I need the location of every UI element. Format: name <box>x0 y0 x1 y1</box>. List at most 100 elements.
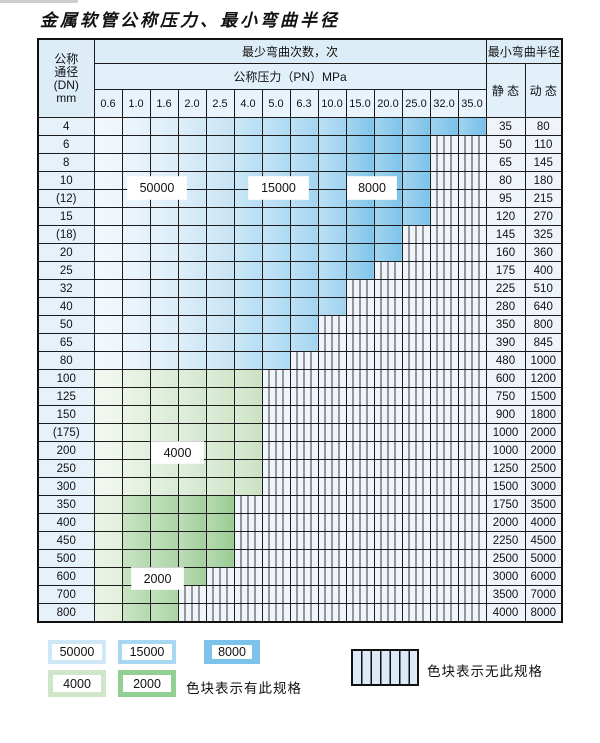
spec-cell <box>205 369 235 388</box>
spec-cell <box>93 243 123 262</box>
spec-cell <box>149 225 179 244</box>
no-spec-cell <box>345 279 375 298</box>
no-spec-cell <box>261 387 291 406</box>
spec-cell <box>345 243 375 262</box>
corner-line: (DN) <box>53 77 79 92</box>
dn-value: 200 <box>37 441 95 460</box>
spec-cell <box>205 495 235 514</box>
table-row: 50 350 800 <box>37 315 563 334</box>
spec-cell <box>205 459 235 478</box>
dn-value: 10 <box>37 171 95 190</box>
no-spec-cell <box>457 297 487 316</box>
spec-cell <box>205 225 235 244</box>
pressure-radius-table: 公称 通径 (DN) mm 最少弯曲次数，次 最小弯曲半径 公称压力（PN）MP… <box>37 38 563 623</box>
spec-cell <box>317 279 347 298</box>
legend-hatch-swatch <box>351 649 419 686</box>
spec-cell <box>121 351 151 370</box>
no-spec-cell <box>429 513 459 532</box>
spec-cell <box>345 153 375 172</box>
spec-cell <box>373 153 403 172</box>
no-spec-cell <box>289 495 319 514</box>
spec-cell <box>205 261 235 280</box>
spec-cell <box>289 315 319 334</box>
table-row: 350 1750 3500 <box>37 495 563 514</box>
dn-value: (12) <box>37 189 95 208</box>
spec-cell <box>177 459 207 478</box>
table-row: 300 1500 3000 <box>37 477 563 496</box>
no-spec-cell <box>429 135 459 154</box>
no-spec-cell <box>457 495 487 514</box>
page-title: 金属软管公称压力、最小弯曲半径 <box>40 11 340 30</box>
no-spec-cell <box>429 351 459 370</box>
spec-cell <box>177 513 207 532</box>
table-row: 20 160 360 <box>37 243 563 262</box>
no-spec-cell <box>345 351 375 370</box>
no-spec-cell <box>261 405 291 424</box>
dynamic-radius-value: 325 <box>524 225 563 244</box>
spec-cell <box>233 207 263 226</box>
no-spec-cell <box>429 603 459 623</box>
no-spec-cell <box>401 585 431 604</box>
pressure-header: 公称压力（PN）MPa <box>93 63 487 90</box>
spec-cell <box>317 153 347 172</box>
static-radius-value: 3500 <box>485 585 526 604</box>
spec-cell <box>93 513 123 532</box>
no-spec-cell <box>457 261 487 280</box>
spec-cell <box>121 297 151 316</box>
no-spec-cell <box>261 477 291 496</box>
spec-cell <box>149 333 179 352</box>
spec-cell <box>261 333 291 352</box>
no-spec-cell <box>429 333 459 352</box>
no-spec-cell <box>401 531 431 550</box>
spec-cell <box>289 279 319 298</box>
dynamic-radius-value: 110 <box>524 135 563 154</box>
spec-cell <box>93 333 123 352</box>
static-radius-value: 600 <box>485 369 526 388</box>
spec-cell <box>121 243 151 262</box>
no-spec-cell <box>429 405 459 424</box>
spec-cell <box>93 477 123 496</box>
no-spec-cell <box>261 369 291 388</box>
spec-cell <box>177 279 207 298</box>
dn-value: 15 <box>37 207 95 226</box>
legend-swatch-50000: 50000 <box>48 640 106 664</box>
no-spec-cell <box>317 459 347 478</box>
no-spec-cell <box>457 567 487 586</box>
spec-cell <box>149 585 179 604</box>
spec-cell <box>373 135 403 154</box>
no-spec-cell <box>233 603 263 623</box>
static-radius-value: 4000 <box>485 603 526 623</box>
dn-value: 400 <box>37 513 95 532</box>
no-spec-cell <box>457 243 487 262</box>
spec-cell <box>121 603 151 623</box>
spec-cell <box>317 297 347 316</box>
spec-cell <box>317 225 347 244</box>
spec-cell <box>373 207 403 226</box>
spec-cell <box>177 261 207 280</box>
cycle-label-4000: 4000 <box>152 442 203 463</box>
spec-cell <box>317 171 347 190</box>
no-spec-cell <box>457 351 487 370</box>
spec-cell <box>121 387 151 406</box>
dn-value: 4 <box>37 117 95 136</box>
spec-cell <box>205 531 235 550</box>
spec-cell <box>289 225 319 244</box>
pressure-col-header: 10.0 <box>317 89 347 118</box>
dynamic-header: 动 态 <box>524 63 563 118</box>
no-spec-cell <box>373 441 403 460</box>
corner-line: 通径 <box>54 64 79 79</box>
spec-cell <box>261 297 291 316</box>
dynamic-radius-value: 400 <box>524 261 563 280</box>
dynamic-radius-value: 8000 <box>524 603 563 623</box>
spec-cell <box>233 459 263 478</box>
spec-cell <box>149 531 179 550</box>
dynamic-radius-value: 80 <box>524 117 563 136</box>
no-spec-cell <box>457 531 487 550</box>
spec-cell <box>149 261 179 280</box>
spec-cell <box>261 117 291 136</box>
pressure-values-row: 0.6 1.0 1.6 2.0 2.5 4.0 5.0 6.3 10.0 15.0 20.0 25.0… <box>38 89 562 118</box>
spec-cell <box>233 423 263 442</box>
spec-cell <box>345 117 375 136</box>
no-spec-cell <box>401 441 431 460</box>
no-spec-cell <box>345 387 375 406</box>
